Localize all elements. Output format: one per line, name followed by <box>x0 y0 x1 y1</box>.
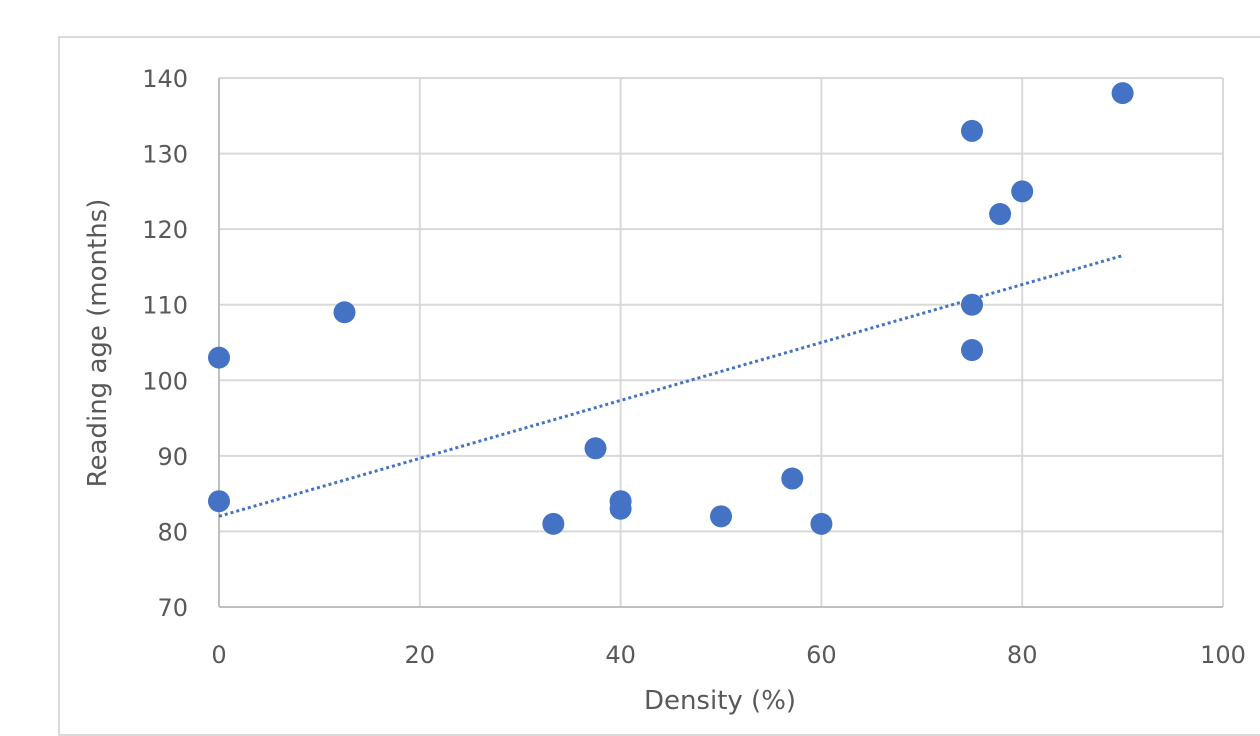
data-point <box>1111 82 1134 105</box>
axis-layer <box>218 78 1223 608</box>
y-tick-label-100: 100 <box>142 367 188 395</box>
data-point <box>989 203 1012 226</box>
data-point <box>810 512 833 535</box>
data-point <box>208 346 230 369</box>
scatter-chart: 0 20 40 60 80 100 70 80 90 100 110 120 130 140 Densit… <box>83 65 1246 716</box>
data-point <box>961 339 983 362</box>
grid-layer <box>219 77 1224 607</box>
data-point <box>781 467 804 490</box>
x-tick-label-0: 0 <box>211 641 226 669</box>
y-tick-label-130: 130 <box>142 141 188 169</box>
y-axis-title: Reading age (months) <box>83 199 113 488</box>
points-layer <box>208 82 1134 535</box>
y-tick-label-110: 110 <box>142 292 188 320</box>
data-point <box>710 505 732 528</box>
data-point <box>1011 180 1034 203</box>
x-axis-title: Density (%) <box>644 686 796 716</box>
y-tick-label-140: 140 <box>142 65 188 93</box>
data-point <box>333 301 356 324</box>
x-tick-label-100: 100 <box>1200 641 1246 669</box>
trendline <box>218 254 1124 518</box>
data-point <box>961 119 983 142</box>
x-tick-label-40: 40 <box>605 641 636 669</box>
x-tick-label-60: 60 <box>806 641 837 669</box>
y-tick-label-90: 90 <box>157 443 188 471</box>
data-point <box>542 512 565 535</box>
x-tick-label-20: 20 <box>405 641 436 669</box>
y-tick-label-120: 120 <box>142 216 188 244</box>
y-tick-label-80: 80 <box>157 518 188 546</box>
data-point <box>208 490 230 513</box>
x-tick-label-80: 80 <box>1007 641 1038 669</box>
tick-labels-layer: 0 20 40 60 80 100 70 80 90 100 110 120 130 140 <box>142 65 1246 669</box>
data-point <box>961 293 983 316</box>
trendline-layer <box>218 254 1124 518</box>
y-tick-label-70: 70 <box>157 594 188 622</box>
data-point <box>584 437 607 460</box>
data-point <box>609 497 632 520</box>
